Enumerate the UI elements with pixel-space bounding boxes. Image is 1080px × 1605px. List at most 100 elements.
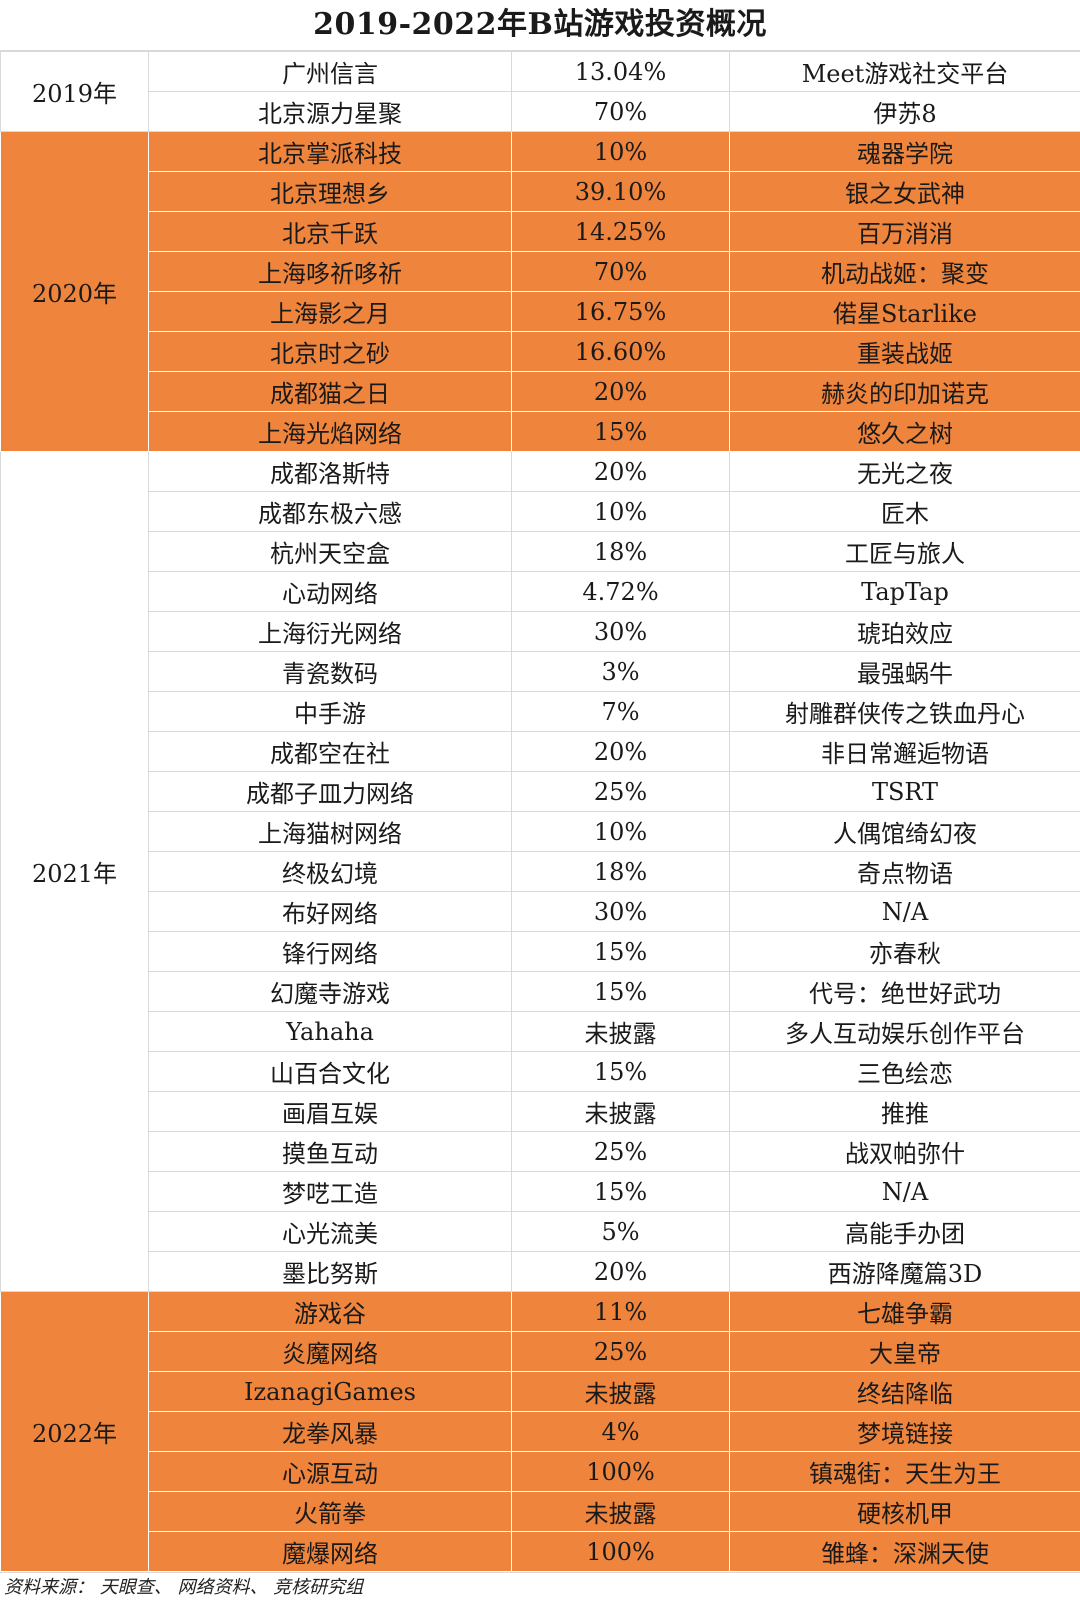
company-cell: 幻魔寺游戏 xyxy=(148,971,512,1012)
table-row: 上海哆祈哆祈 70% 机动战姬：聚变 xyxy=(1,251,1080,292)
table-row: IzanagiGames 未披露 终结降临 xyxy=(1,1371,1080,1412)
game-cell: 琥珀效应 xyxy=(729,611,1080,652)
game-cell: 战双帕弥什 xyxy=(729,1131,1080,1172)
game-cell: 银之女武神 xyxy=(729,171,1080,212)
stake-cell: 10% xyxy=(511,491,730,532)
game-cell: TSRT xyxy=(729,771,1080,812)
game-cell: 悠久之树 xyxy=(729,411,1080,452)
stake-cell: 15% xyxy=(511,1171,730,1212)
game-cell: 多人互动娱乐创作平台 xyxy=(729,1011,1080,1052)
company-cell: 成都猫之日 xyxy=(148,371,512,412)
stake-cell: 3% xyxy=(511,651,730,692)
table-row: 北京时之砂 16.60% 重装战姬 xyxy=(1,331,1080,372)
stake-cell: 未披露 xyxy=(511,1091,730,1132)
table-row: 北京千跃 14.25% 百万消消 xyxy=(1,211,1080,252)
stake-cell: 18% xyxy=(511,851,730,892)
company-cell: 北京时之砂 xyxy=(148,331,512,372)
table-row: 2021年 成都洛斯特 20% 无光之夜 xyxy=(0,451,1080,1292)
company-cell: 上海影之月 xyxy=(148,291,512,332)
game-cell: 雏蜂：深渊天使 xyxy=(729,1531,1080,1572)
table-row: 上海影之月 16.75% 偌星Starlike xyxy=(1,291,1080,332)
table-row: 终极幻境 18% 奇点物语 xyxy=(1,851,1080,892)
table-row: 2022年 游戏谷 11% 七雄争霸 xyxy=(0,1291,1080,1572)
table-row: 2020年 北京掌派科技 10% 魂器学院 xyxy=(0,131,1080,452)
investment-table-body: 2019年 广州信言 13.04% Meet游戏社交平台 北京源力星聚 70% 伊苏8 202… xyxy=(0,51,1080,1572)
stake-cell: 13.04% xyxy=(511,51,730,92)
table-row: 幻魔寺游戏 15% 代号：绝世好武功 xyxy=(1,971,1080,1012)
company-cell: 布好网络 xyxy=(148,891,512,932)
stake-cell: 20% xyxy=(511,451,730,492)
stake-cell: 10% xyxy=(511,811,730,852)
company-cell: 北京掌派科技 xyxy=(148,131,512,172)
stake-cell: 20% xyxy=(511,1251,730,1292)
table-row: 山百合文化 15% 三色绘恋 xyxy=(1,1051,1080,1092)
game-cell: 工匠与旅人 xyxy=(729,531,1080,572)
company-cell: IzanagiGames xyxy=(148,1371,512,1412)
company-cell: 炎魔网络 xyxy=(148,1331,512,1372)
game-cell: 代号：绝世好武功 xyxy=(729,971,1080,1012)
game-cell: 非日常邂逅物语 xyxy=(729,731,1080,772)
company-cell: 心源互动 xyxy=(148,1451,512,1492)
company-cell: 中手游 xyxy=(148,691,512,732)
game-cell: 硬核机甲 xyxy=(729,1491,1080,1532)
table-row: Yahaha 未披露 多人互动娱乐创作平台 xyxy=(1,1011,1080,1052)
stake-cell: 15% xyxy=(511,411,730,452)
game-cell: 射雕群侠传之铁血丹心 xyxy=(729,691,1080,732)
stake-cell: 25% xyxy=(511,1131,730,1172)
table-row: 成都猫之日 20% 赫炎的印加诺克 xyxy=(1,371,1080,412)
table-row: 上海衍光网络 30% 琥珀效应 xyxy=(1,611,1080,652)
game-cell: 亦春秋 xyxy=(729,931,1080,972)
company-cell: 上海光焰网络 xyxy=(148,411,512,452)
company-cell: 摸鱼互动 xyxy=(148,1131,512,1172)
stake-cell: 15% xyxy=(511,931,730,972)
company-cell: 北京千跃 xyxy=(148,211,512,252)
stake-cell: 30% xyxy=(511,611,730,652)
year-cell: 2021年 xyxy=(0,451,149,1292)
company-cell: 墨比努斯 xyxy=(148,1251,512,1292)
table-row: 成都子皿力网络 25% TSRT xyxy=(1,771,1080,812)
table-row: 中手游 7% 射雕群侠传之铁血丹心 xyxy=(1,691,1080,732)
game-cell: N/A xyxy=(729,891,1080,932)
game-cell: N/A xyxy=(729,1171,1080,1212)
table-row: 墨比努斯 20% 西游降魔篇3D xyxy=(1,1251,1080,1292)
company-cell: 心光流美 xyxy=(148,1211,512,1252)
company-cell: 终极幻境 xyxy=(148,851,512,892)
table-row: 炎魔网络 25% 大皇帝 xyxy=(1,1331,1080,1372)
table-row: 画眉互娱 未披露 推推 xyxy=(1,1091,1080,1132)
stake-cell: 100% xyxy=(511,1531,730,1572)
game-cell: 赫炎的印加诺克 xyxy=(729,371,1080,412)
table-row: 北京理想乡 39.10% 银之女武神 xyxy=(1,171,1080,212)
company-cell: 魔爆网络 xyxy=(148,1531,512,1572)
table-row: 杭州天空盒 18% 工匠与旅人 xyxy=(1,531,1080,572)
stake-cell: 未披露 xyxy=(511,1491,730,1532)
stake-cell: 39.10% xyxy=(511,171,730,212)
game-cell: 人偶馆绮幻夜 xyxy=(729,811,1080,852)
table-title: 2019-2022年B站游戏投资概况 xyxy=(0,0,1080,51)
game-cell: 伊苏8 xyxy=(729,91,1080,132)
game-cell: 西游降魔篇3D xyxy=(729,1251,1080,1292)
game-cell: 百万消消 xyxy=(729,211,1080,252)
game-cell: 最强蜗牛 xyxy=(729,651,1080,692)
company-cell: 龙拳风暴 xyxy=(148,1411,512,1452)
game-cell: 魂器学院 xyxy=(729,131,1080,172)
table-row: 锋行网络 15% 亦春秋 xyxy=(1,931,1080,972)
company-cell: 成都东极六感 xyxy=(148,491,512,532)
game-cell: 终结降临 xyxy=(729,1371,1080,1412)
company-cell: Yahaha xyxy=(148,1011,512,1052)
company-cell: 游戏谷 xyxy=(148,1291,512,1332)
game-cell: 七雄争霸 xyxy=(729,1291,1080,1332)
stake-cell: 5% xyxy=(511,1211,730,1252)
stake-cell: 4.72% xyxy=(511,571,730,612)
company-cell: 成都空在社 xyxy=(148,731,512,772)
table-row: 龙拳风暴 4% 梦境链接 xyxy=(1,1411,1080,1452)
table-row: 布好网络 30% N/A xyxy=(1,891,1080,932)
stake-cell: 18% xyxy=(511,531,730,572)
game-cell: 奇点物语 xyxy=(729,851,1080,892)
game-cell: 推推 xyxy=(729,1091,1080,1132)
table-row: 成都空在社 20% 非日常邂逅物语 xyxy=(1,731,1080,772)
company-cell: 锋行网络 xyxy=(148,931,512,972)
game-cell: 偌星Starlike xyxy=(729,291,1080,332)
game-cell: 三色绘恋 xyxy=(729,1051,1080,1092)
company-cell: 成都子皿力网络 xyxy=(148,771,512,812)
